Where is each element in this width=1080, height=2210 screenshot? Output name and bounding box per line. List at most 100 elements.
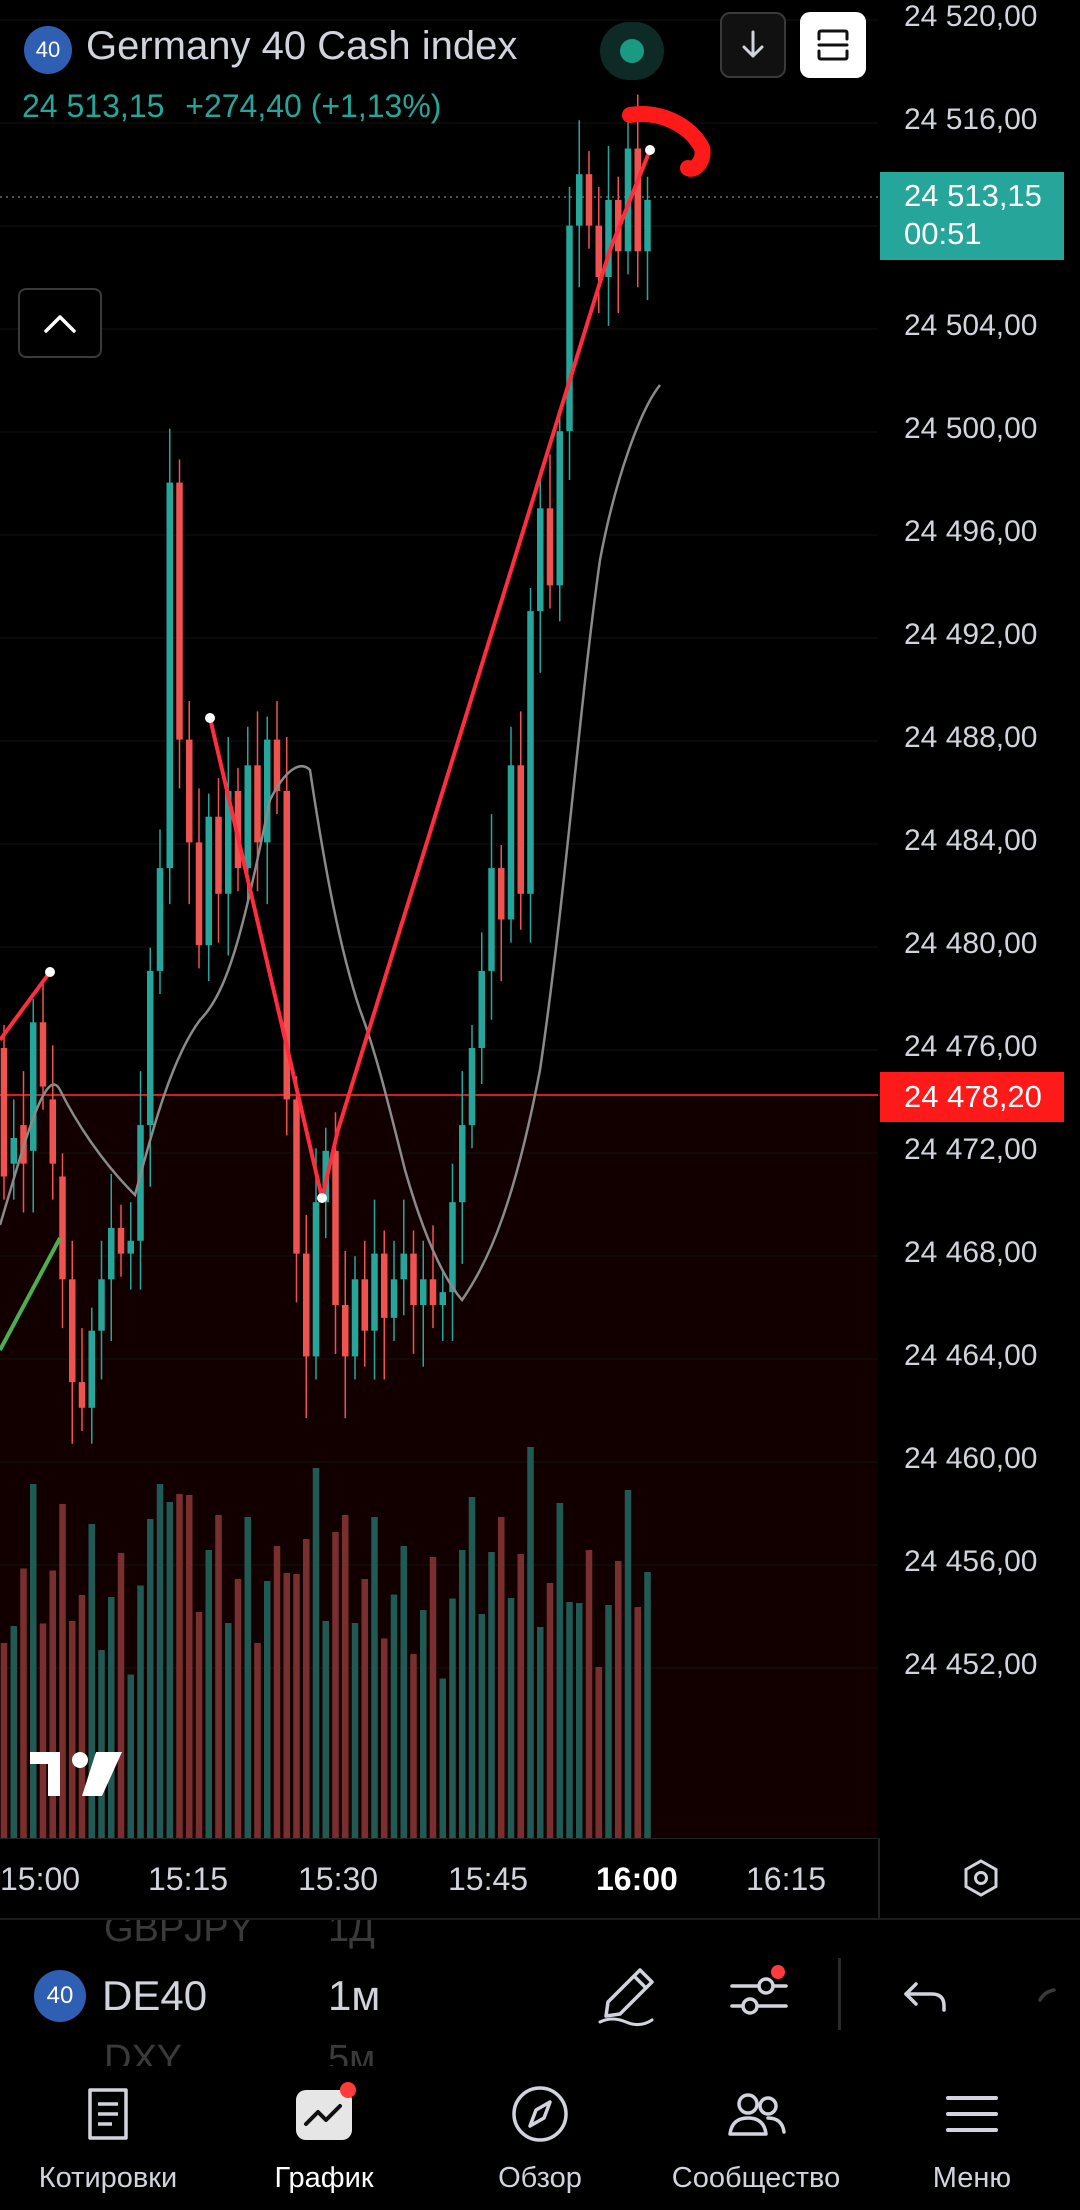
price-tick-label: 24 504,00 <box>904 309 1038 342</box>
volume-bar <box>517 1554 524 1838</box>
candle-body <box>429 1279 437 1305</box>
price-tick-label: 24 456,00 <box>904 1545 1038 1578</box>
volume-bar <box>468 1497 476 1838</box>
volume-bar <box>400 1546 407 1838</box>
price-tick-label: 24 476,00 <box>904 1030 1038 1063</box>
time-label: 15:00 <box>0 1861 81 1897</box>
symbol-badge: 40 <box>34 1970 86 2022</box>
candle-body <box>98 1279 105 1331</box>
volume-bar <box>478 1614 485 1838</box>
tradingview-logo <box>30 1752 122 1796</box>
candle-body <box>108 1227 115 1280</box>
tab-community[interactable]: Сообщество <box>648 2066 864 2210</box>
volume-bar <box>605 1605 612 1838</box>
time-label: 15:30 <box>298 1861 379 1897</box>
volume-bar <box>332 1532 339 1838</box>
volume-bar <box>283 1573 290 1838</box>
price-change: +274,40 (+1,13%) <box>185 88 442 124</box>
volume-bar <box>244 1517 251 1838</box>
last-price-label: 24 513,15 00:51 <box>880 172 1064 260</box>
volume-bar <box>342 1515 349 1838</box>
interval-selector[interactable]: 1м <box>328 1972 381 2019</box>
fullscreen-button[interactable] <box>800 12 866 78</box>
candle-body <box>449 1202 456 1293</box>
candle-body <box>303 1253 310 1357</box>
notification-dot-icon <box>771 1965 785 1979</box>
drawing-anchor[interactable] <box>645 145 655 155</box>
volume-bar <box>127 1674 134 1838</box>
volume-bar <box>439 1678 446 1838</box>
trend-drawing-green[interactable] <box>0 1237 62 1351</box>
volume-bar <box>322 1621 329 1838</box>
candle-body <box>39 1022 47 1087</box>
trend-drawing-left[interactable] <box>0 970 52 1042</box>
tab-chart[interactable]: График <box>216 2066 432 2210</box>
chart-settings-button[interactable] <box>878 1838 1080 1918</box>
volume-bar <box>546 1583 554 1838</box>
volume-bar <box>293 1574 300 1838</box>
candle-body <box>166 482 173 869</box>
time-axis[interactable]: 15:00 15:15 15:30 15:45 16:00 16:15 <box>0 1838 878 1919</box>
candle-body <box>381 1253 388 1318</box>
sliders-icon <box>730 1965 788 2015</box>
tab-quotes[interactable]: Котировки <box>0 2066 216 2210</box>
volume-bar <box>537 1627 544 1838</box>
price-tick-label: 24 452,00 <box>904 1648 1038 1681</box>
candle-body <box>49 1099 56 1164</box>
volume-bar <box>459 1550 466 1838</box>
candle-body <box>478 970 485 1048</box>
collapse-legend-button[interactable] <box>18 288 102 358</box>
chart-area[interactable] <box>0 0 878 1838</box>
freehand-marker-drawing[interactable] <box>622 106 711 177</box>
undo-button[interactable] <box>888 1960 958 2030</box>
instrument-title[interactable]: Germany 40 Cash index <box>86 24 518 68</box>
candle-body <box>273 739 281 791</box>
below-level-shade <box>0 1095 878 1838</box>
candle-body <box>283 791 290 1100</box>
download-button[interactable] <box>720 12 786 78</box>
tab-label: График <box>274 2162 374 2194</box>
volume-bar <box>59 1504 66 1838</box>
price-chart[interactable] <box>0 0 878 1838</box>
volume-bar <box>556 1503 563 1838</box>
drawing-anchor[interactable] <box>205 713 215 723</box>
candle-body <box>186 739 193 843</box>
drawing-anchor[interactable] <box>45 967 55 977</box>
volume-bar <box>585 1550 593 1838</box>
toolbar-divider <box>838 1958 841 2030</box>
candle-body <box>332 1150 339 1305</box>
volume-bar <box>78 1595 86 1838</box>
tab-menu[interactable]: Меню <box>864 2066 1080 2210</box>
symbol-selector[interactable]: DE40 <box>102 1972 208 2019</box>
current-price: 24 513,15 <box>22 88 165 124</box>
arrow-down-icon <box>742 30 764 58</box>
volume-bar <box>303 1539 310 1838</box>
grid-lines <box>0 19 878 1669</box>
market-status-indicator[interactable] <box>600 22 664 80</box>
indicators-settings-button[interactable] <box>724 1960 794 2030</box>
volume-bar <box>576 1603 583 1838</box>
tab-overview[interactable]: Обзор <box>432 2066 648 2210</box>
price-tick-label: 24 472,00 <box>904 1133 1038 1166</box>
redo-button[interactable] <box>1034 1970 1080 2020</box>
price-tick-label: 24 464,00 <box>904 1339 1038 1372</box>
hexagon-settings-icon <box>964 1859 998 1897</box>
volume-bar <box>566 1602 573 1838</box>
volume-bar <box>361 1579 368 1838</box>
list-icon <box>88 2088 128 2140</box>
candle-body <box>69 1279 76 1383</box>
volume-bar <box>527 1447 534 1838</box>
volume-bar <box>0 1643 8 1838</box>
redo-arrow-icon <box>1038 1988 1056 2002</box>
ghost-interval-below: 5м <box>328 2038 376 2070</box>
drawing-tool-button[interactable] <box>592 1960 662 2030</box>
candle-body <box>566 225 573 432</box>
candle-body <box>215 816 222 894</box>
drawing-anchor[interactable] <box>317 1193 327 1203</box>
candle-body <box>556 431 563 586</box>
candle-body <box>634 148 641 252</box>
volume-bar <box>390 1594 398 1838</box>
trend-drawing-zigzag[interactable] <box>208 149 652 1199</box>
people-icon <box>728 2093 786 2136</box>
